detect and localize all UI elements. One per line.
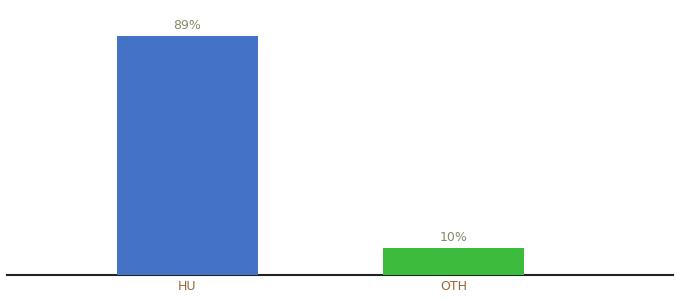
- Bar: [117, 36, 258, 274]
- Text: 89%: 89%: [173, 20, 201, 32]
- Text: 10%: 10%: [440, 231, 468, 244]
- Bar: [383, 248, 524, 274]
